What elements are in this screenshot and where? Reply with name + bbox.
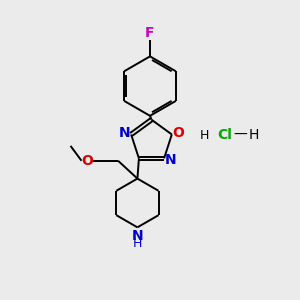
Text: H: H [200, 129, 209, 142]
Text: Cl: Cl [217, 128, 232, 142]
Text: N: N [165, 153, 176, 167]
Text: O: O [172, 126, 184, 140]
Text: H: H [133, 237, 142, 250]
Text: —: — [233, 128, 247, 142]
Text: F: F [145, 26, 155, 40]
Text: N: N [132, 229, 143, 243]
Text: O: O [81, 154, 93, 168]
Text: N: N [119, 126, 130, 140]
Text: H: H [249, 128, 259, 142]
